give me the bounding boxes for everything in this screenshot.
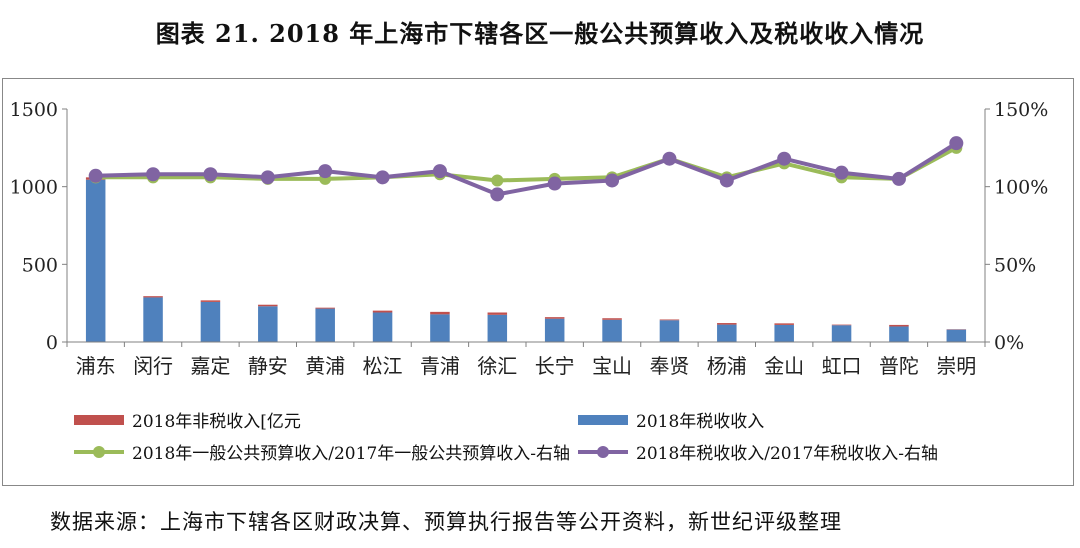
bar-tax xyxy=(200,301,221,342)
point-tax-ratio xyxy=(605,173,620,188)
y-tick-label: 500 xyxy=(22,254,58,276)
point-tax-ratio xyxy=(719,173,734,188)
legend: 2018年非税收入[亿元 2018年税收收入 2018年一般公共预算收入/2017年… xyxy=(74,412,938,464)
bar-tax xyxy=(85,179,106,342)
axes-group: 0 500 1000 1500 0% 50% 100% 150% 浦东 闵行 嘉定 静安 黄浦 松江 青浦徐… xyxy=(10,99,1049,378)
point-tax-ratio xyxy=(662,151,677,166)
x-tick-label: 浦东 xyxy=(76,354,116,378)
y-tick-label: 0 xyxy=(46,332,58,354)
point-tax-ratio xyxy=(949,136,964,151)
x-tick-label: 静安 xyxy=(248,354,288,378)
point-tax-ratio xyxy=(891,171,906,186)
point-budget-ratio xyxy=(491,174,504,187)
y2-tick-label: 100% xyxy=(994,177,1048,199)
bar-tax xyxy=(544,318,565,342)
legend-marker xyxy=(93,446,105,458)
bar-tax xyxy=(143,297,163,342)
lines-group xyxy=(88,136,964,202)
chart-frame xyxy=(2,78,1074,486)
point-tax-ratio xyxy=(203,167,218,182)
legend-swatch xyxy=(74,415,124,425)
point-tax-ratio xyxy=(146,167,161,182)
bar-nontax xyxy=(544,317,565,319)
x-tick-label: 长宁 xyxy=(535,354,575,378)
x-tick-label: 虹口 xyxy=(822,354,862,378)
point-tax-ratio xyxy=(547,176,562,191)
x-tick-label: 奉贤 xyxy=(649,354,689,378)
point-tax-ratio xyxy=(777,151,792,166)
line-tax-ratio xyxy=(95,141,958,197)
point-tax-ratio xyxy=(260,170,275,185)
legend-label: 2018年税收收入/2017年税收收入-右轴 xyxy=(636,444,938,464)
x-tick-label: 普陀 xyxy=(879,354,919,378)
bar-nontax xyxy=(200,300,221,302)
source-note: 数据来源：上海市下辖各区财政决算、预算执行报告等公开资料，新世纪评级整理 xyxy=(50,510,842,534)
chart: 0 500 1000 1500 0% 50% 100% 150% 浦东 闵行 嘉定 静安 黄浦 松江 青浦徐… xyxy=(10,99,1049,464)
point-tax-ratio xyxy=(318,164,333,179)
bar-nontax xyxy=(659,319,680,321)
bar-tax xyxy=(717,324,737,342)
line-budget-ratio xyxy=(95,146,958,183)
chart-title: 图表 21. 2018 年上海市下辖各区一般公共预算收入及税收收入情况 xyxy=(155,19,925,48)
x-tick-label: 黄浦 xyxy=(305,354,345,378)
x-tick-label: 金山 xyxy=(764,354,804,378)
y-tick-label: 1000 xyxy=(10,177,58,199)
bar-tax xyxy=(372,312,393,342)
point-tax-ratio xyxy=(88,168,103,183)
bar-tax xyxy=(946,329,967,342)
x-tick-label: 徐汇 xyxy=(477,354,517,378)
bar-nontax xyxy=(430,311,450,315)
point-tax-ratio xyxy=(432,164,447,179)
legend-label: 2018年非税收入[亿元 xyxy=(132,412,301,432)
bar-tax xyxy=(659,320,680,342)
bar-nontax xyxy=(143,296,163,298)
bar-tax xyxy=(889,326,909,342)
y2-tick-label: 50% xyxy=(994,254,1036,276)
bar-nontax xyxy=(831,324,852,326)
bar-tax xyxy=(430,314,450,342)
bar-nontax xyxy=(889,324,909,327)
bar-nontax xyxy=(717,323,737,325)
y2-tick-label: 150% xyxy=(994,99,1048,121)
bar-nontax xyxy=(315,307,335,309)
legend-swatch xyxy=(578,415,628,425)
bar-nontax xyxy=(774,323,794,325)
bar-tax xyxy=(774,324,794,342)
y-tick-label: 1500 xyxy=(10,99,58,121)
x-tick-label: 青浦 xyxy=(420,354,460,378)
bar-tax xyxy=(487,314,508,342)
bar-nontax xyxy=(258,304,278,307)
bar-tax xyxy=(602,319,622,342)
point-tax-ratio xyxy=(834,165,849,180)
bar-tax xyxy=(258,306,278,342)
bar-nontax xyxy=(372,310,393,313)
legend-label: 2018年税收收入 xyxy=(636,412,764,432)
legend-marker xyxy=(597,446,609,458)
bar-tax xyxy=(831,325,852,342)
x-tick-label: 崇明 xyxy=(936,354,976,378)
x-tick-label: 杨浦 xyxy=(707,354,747,378)
x-tick-label: 松江 xyxy=(363,354,403,378)
x-tick-label: 闵行 xyxy=(133,354,173,378)
bar-nontax xyxy=(487,312,508,315)
bar-nontax xyxy=(602,318,622,320)
point-tax-ratio xyxy=(490,187,505,202)
point-tax-ratio xyxy=(375,170,390,185)
legend-label: 2018年一般公共预算收入/2017年一般公共预算收入-右轴 xyxy=(132,444,570,464)
bars-group xyxy=(85,177,967,342)
y2-tick-label: 0% xyxy=(994,332,1024,354)
x-tick-label: 宝山 xyxy=(592,354,632,378)
bar-tax xyxy=(315,308,335,342)
x-tick-label: 嘉定 xyxy=(190,354,230,378)
